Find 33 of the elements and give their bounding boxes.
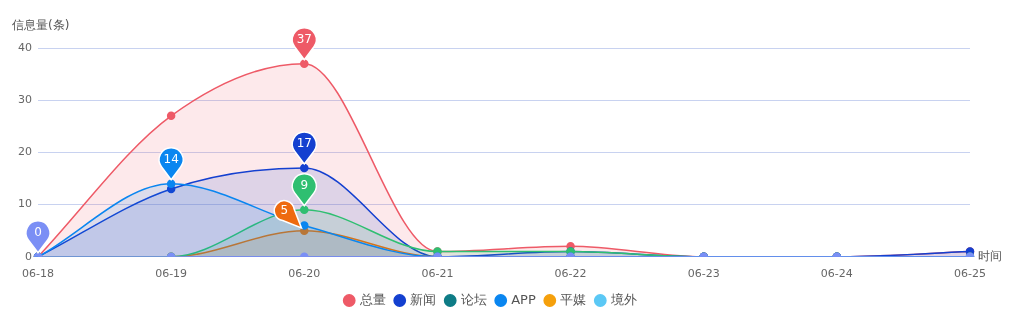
data-label: 5	[280, 202, 289, 217]
x-tick-label: 06-24	[820, 267, 853, 281]
legend-label: 境外	[609, 291, 637, 307]
data-label: 0	[34, 224, 42, 239]
point	[300, 205, 309, 215]
legend-label: 平媒	[560, 291, 587, 307]
y-tick-label: 0	[25, 249, 32, 263]
y-tick-label: 40	[18, 40, 32, 54]
x-axis-title: 时间	[978, 248, 1002, 263]
y-axis-title: 信息量(条)	[12, 18, 70, 33]
point	[300, 163, 309, 173]
data-label: 9	[300, 177, 309, 192]
x-tick-label: 06-19	[155, 267, 188, 281]
legend-label: APP	[511, 291, 536, 307]
x-tick-label: 06-18	[22, 267, 54, 281]
point	[166, 179, 176, 188]
legend-label: 新闻	[410, 291, 437, 307]
y-tick-label: 30	[18, 93, 32, 107]
point	[300, 221, 309, 230]
data-label: 17	[296, 136, 312, 151]
y-tick-label: 10	[18, 197, 32, 211]
data-label: 14	[163, 151, 179, 166]
point	[300, 59, 309, 68]
point	[166, 111, 176, 121]
x-tick-label: 06-21	[421, 267, 454, 281]
data-label: 37	[296, 31, 312, 46]
legend-label: 论坛	[460, 291, 487, 307]
x-tick-label: 06-20	[288, 267, 321, 281]
y-tick-label: 20	[18, 145, 32, 159]
legend-label: 总量	[358, 291, 386, 307]
x-tick-label: 06-23	[687, 267, 720, 281]
x-tick-label: 06-25	[954, 267, 986, 281]
x-tick-label: 06-22	[554, 267, 587, 281]
